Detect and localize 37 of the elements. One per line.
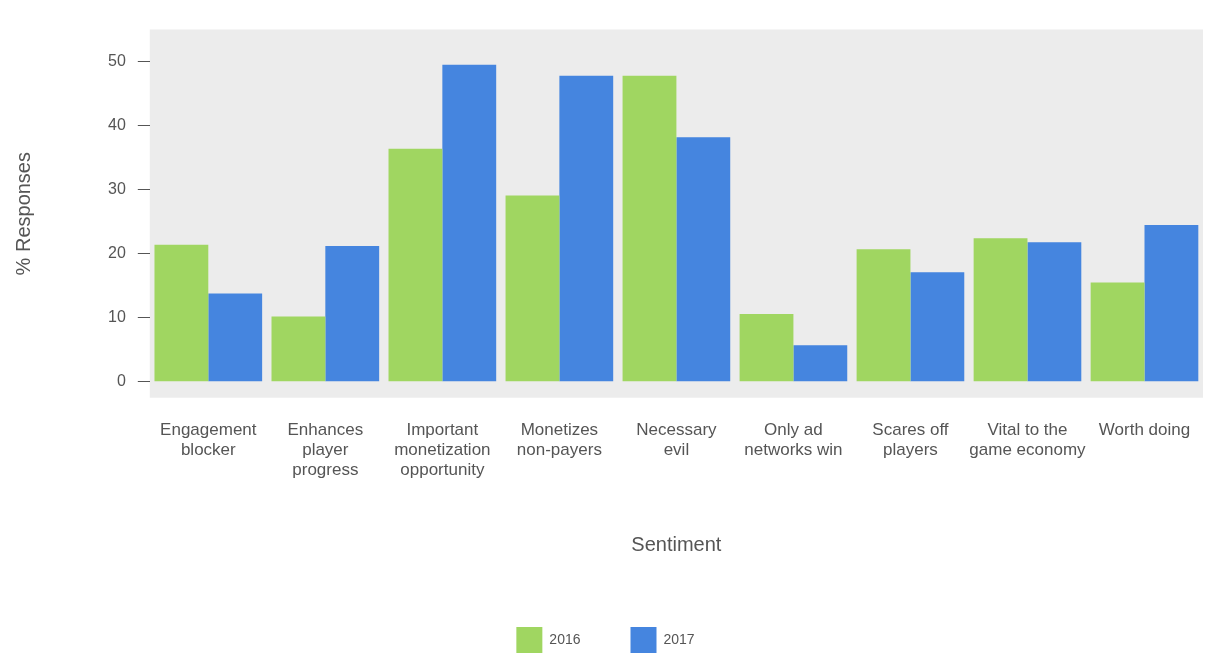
bar xyxy=(676,137,731,382)
bar xyxy=(271,316,326,382)
x-tick-label: Scares off players xyxy=(872,419,949,460)
y-tick-label: 10 xyxy=(108,308,126,326)
bar xyxy=(559,75,614,382)
x-tick-label: Important monetization opportunity xyxy=(394,419,491,480)
x-tick-label: Worth doing xyxy=(1098,419,1191,439)
bar xyxy=(910,272,965,382)
bar xyxy=(739,313,794,382)
y-tick-label: 20 xyxy=(108,244,126,262)
legend-label: 2016 xyxy=(549,630,581,647)
y-tick-label: 50 xyxy=(108,52,126,70)
x-tick-label: Enhances player progress xyxy=(287,419,364,480)
bar xyxy=(973,238,1028,382)
y-tick-label: 40 xyxy=(108,116,126,134)
bar xyxy=(325,246,380,382)
bar xyxy=(1144,224,1199,382)
x-axis-title: Sentiment xyxy=(631,532,722,555)
bar xyxy=(505,195,560,382)
bar xyxy=(1090,282,1145,382)
x-tick-label: Monetizes non-payers xyxy=(516,419,602,460)
bar xyxy=(1027,242,1082,382)
x-tick-label: Necessary evil xyxy=(636,419,718,460)
y-axis-title: % Responses xyxy=(11,152,34,276)
y-tick-label: 30 xyxy=(108,180,126,198)
y-tick-label: 0 xyxy=(116,372,126,390)
bar xyxy=(856,249,911,382)
bar xyxy=(154,244,209,382)
bar xyxy=(442,64,497,382)
x-tick-label: Engagement blocker xyxy=(160,419,257,460)
bar xyxy=(388,148,443,382)
bar xyxy=(622,75,677,382)
legend-label: 2017 xyxy=(663,630,695,647)
x-tick-label: Vital to the game economy xyxy=(969,419,1087,460)
x-tick-label: Only ad networks win xyxy=(744,419,843,460)
bar xyxy=(208,293,263,382)
bar xyxy=(793,345,848,382)
